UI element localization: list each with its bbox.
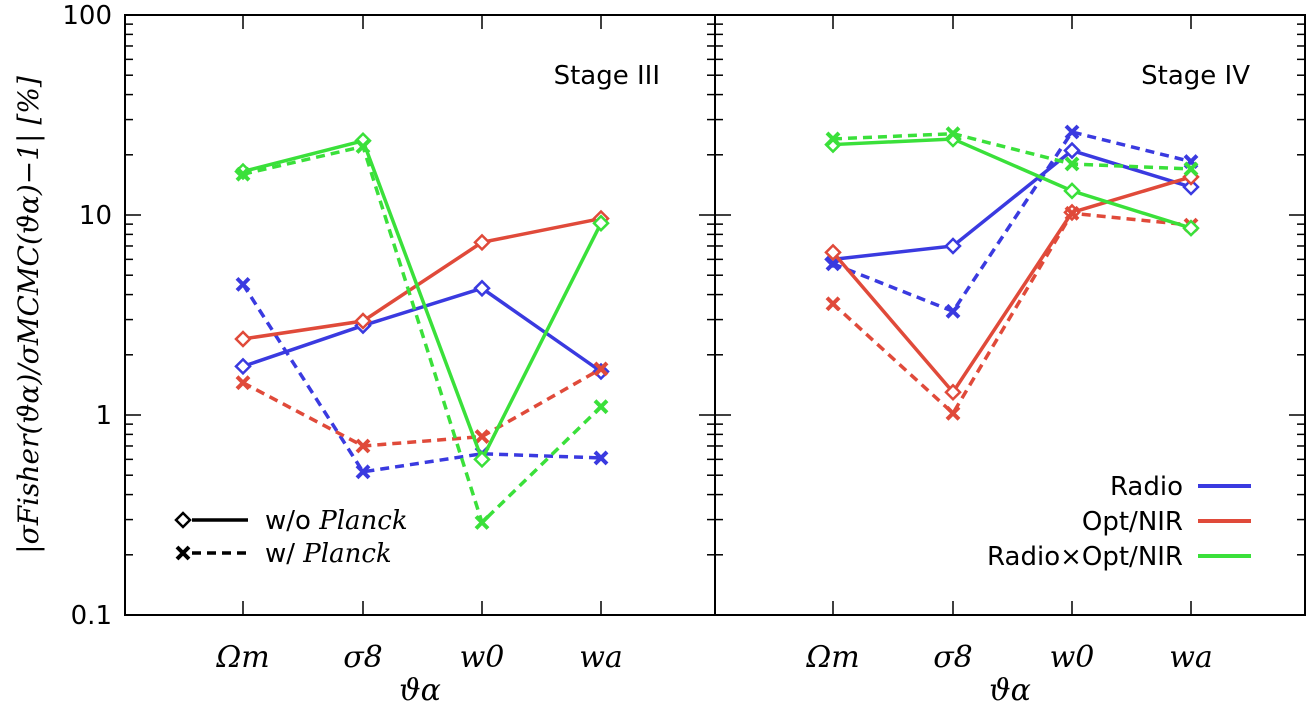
- legend-label: Radio: [1110, 472, 1183, 502]
- diamond-marker: [234, 330, 252, 348]
- series-Opt/NIR-with-planck: [235, 361, 609, 454]
- x-marker: [474, 515, 490, 530]
- legend-Radio×Opt/NIR: Radio×Opt/NIR: [987, 542, 1251, 572]
- series-Radio×Opt/NIR-with-planck: [235, 139, 609, 530]
- x-tick-label: Ωm: [805, 640, 859, 675]
- series-line: [832, 137, 1192, 230]
- legend-label: w/o Planck: [265, 506, 408, 536]
- x-tick-label: wa: [579, 640, 623, 675]
- axis-ticks: [125, 15, 1305, 616]
- panel-2: [714, 14, 1306, 616]
- diamond-marker: [473, 279, 491, 298]
- series-Opt/NIR-with-planck: [825, 205, 1199, 421]
- x-marker: [945, 303, 961, 319]
- diamond-marker: [592, 214, 610, 232]
- panel-1: [124, 14, 716, 616]
- diamond-marker: [354, 312, 372, 330]
- legend-Opt/NIR: Opt/NIR: [1082, 507, 1251, 537]
- diamond-marker: [944, 237, 962, 255]
- series-line: [832, 130, 1192, 314]
- series-line: [831, 211, 1192, 417]
- x-marker: [1183, 161, 1199, 177]
- diamond-marker: [1063, 182, 1081, 200]
- x-marker: [825, 131, 841, 147]
- x-marker: [175, 545, 191, 561]
- series-line: [242, 367, 602, 448]
- y-tick-label: 10: [79, 201, 112, 231]
- x-marker: [825, 256, 841, 272]
- x-tick-label: wa: [1169, 640, 1213, 675]
- diamond-marker: [824, 243, 842, 262]
- series-Opt/NIR-without-planck: [234, 209, 610, 348]
- x-marker: [235, 276, 251, 292]
- x-marker: [474, 429, 490, 444]
- diamond-marker: [234, 357, 252, 376]
- x-tick-label: w0: [1050, 640, 1095, 675]
- series-Radio×Opt/NIR-without-planck: [234, 132, 610, 469]
- series-line: [242, 138, 603, 464]
- x-marker: [355, 464, 371, 480]
- diamond-marker: [473, 233, 491, 252]
- x-axis-label: ϑα: [399, 673, 441, 707]
- x-marker: [945, 126, 961, 142]
- diamond-marker: [1182, 219, 1200, 237]
- diamond-marker: [174, 511, 192, 529]
- x-tick-label: w0: [460, 640, 505, 675]
- plot-frames: [124, 14, 1306, 616]
- plot-frame: [714, 14, 1306, 616]
- series-line: [242, 144, 603, 526]
- legend-label: Radio×Opt/NIR: [987, 542, 1183, 572]
- legend-without-planck: w/o Planck: [174, 506, 408, 536]
- x-marker: [355, 139, 371, 154]
- x-marker: [825, 296, 841, 312]
- series-line: [241, 283, 602, 474]
- x-marker: [593, 450, 609, 466]
- series-line: [832, 148, 1192, 262]
- diamond-marker: [1063, 141, 1081, 160]
- diamond-marker: [1182, 178, 1200, 196]
- series-line: [831, 175, 1192, 396]
- legend-Radio: Radio: [1110, 472, 1251, 502]
- x-marker: [235, 166, 251, 182]
- panel-title: Stage III: [554, 61, 660, 91]
- x-marker: [945, 405, 961, 421]
- axis-labels: Ωm σ8 w0 wa Stage III Ωm σ8 w0 wa Stage IV 0.1 1 10 1…: [12, 1, 1250, 707]
- y-axis-label: |σFisher(ϑα)/σMCMC(ϑα)−1| [%]: [12, 76, 45, 554]
- series-Radio-without-planck: [824, 141, 1200, 269]
- x-marker: [355, 438, 371, 454]
- diamond-marker: [473, 450, 491, 469]
- x-tick-label: σ8: [343, 640, 383, 675]
- series-line: [832, 131, 1192, 171]
- x-marker: [1064, 205, 1080, 221]
- y-tick-label: 0.1: [71, 601, 112, 631]
- series-Radio×Opt/NIR-with-planck: [825, 126, 1199, 177]
- series-line: [242, 216, 602, 341]
- x-axis-label: ϑα: [989, 673, 1031, 707]
- x-marker: [593, 399, 609, 415]
- x-tick-label: Ωm: [215, 640, 269, 675]
- y-tick-label: 100: [62, 1, 112, 31]
- diamond-marker: [944, 383, 962, 401]
- x-marker: [593, 361, 609, 377]
- legend-label: w/ Planck: [265, 539, 392, 569]
- legend-with-planck: w/ Planck: [175, 539, 392, 569]
- x-marker: [1064, 156, 1080, 172]
- x-marker: [1064, 124, 1080, 140]
- legend-label: Opt/NIR: [1082, 507, 1183, 537]
- x-marker: [235, 375, 251, 391]
- plot-frame: [124, 14, 716, 616]
- series-line: [242, 286, 603, 373]
- panel-title: Stage IV: [1141, 61, 1250, 91]
- data-series: [234, 124, 1200, 530]
- x-tick-label: σ8: [933, 640, 973, 675]
- y-tick-label: 1: [95, 401, 112, 431]
